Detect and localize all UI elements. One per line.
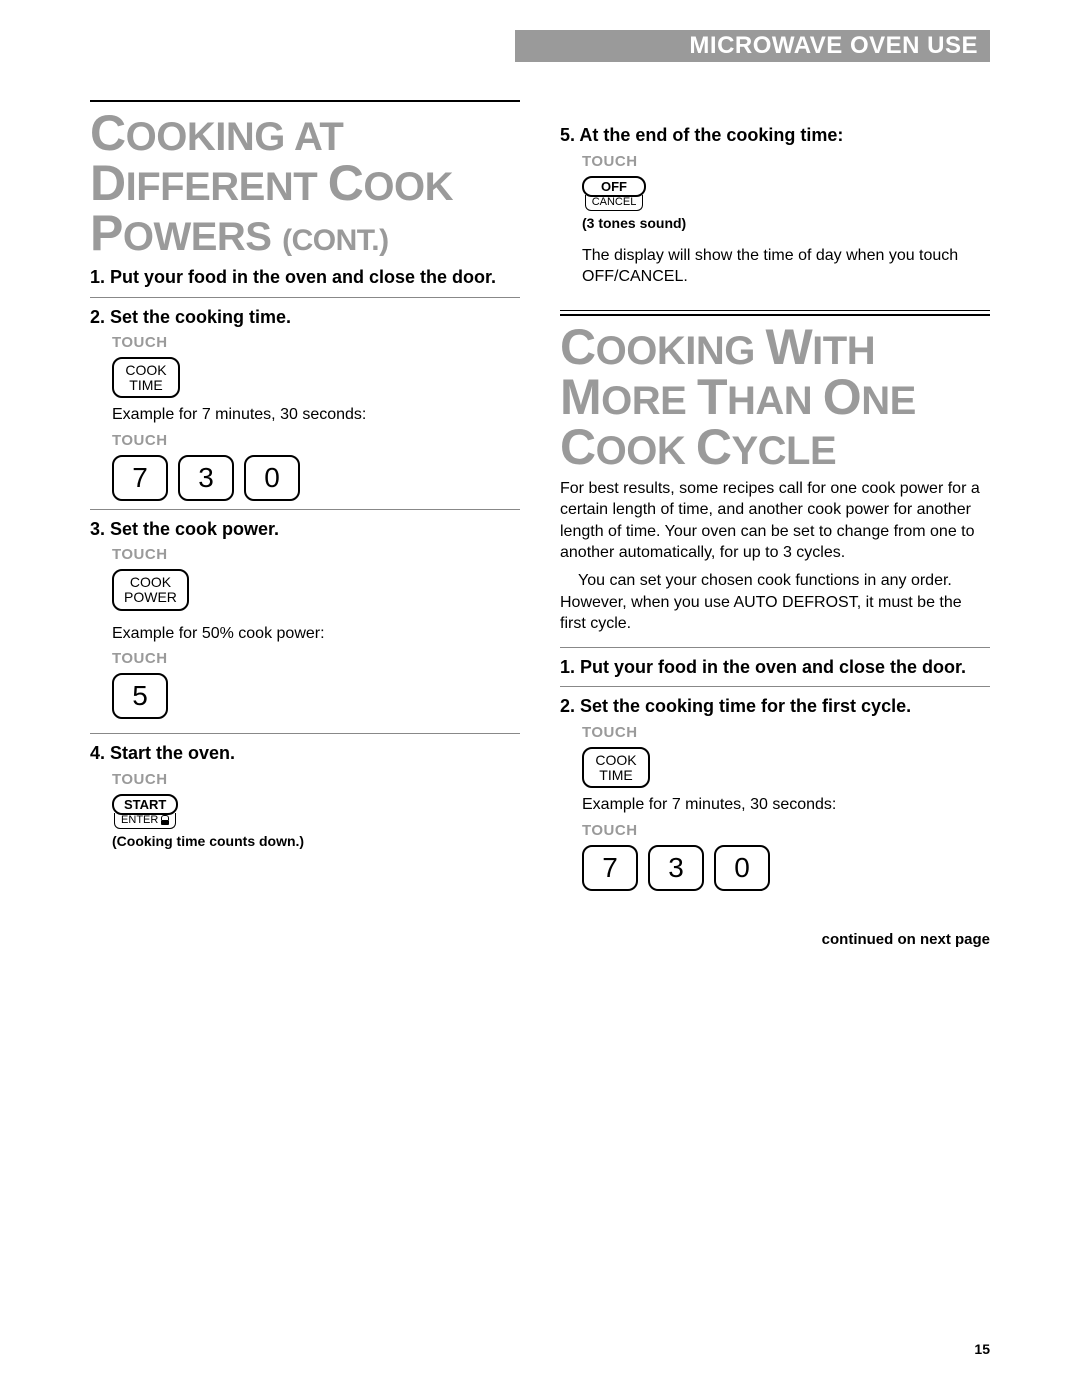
key-5: 5	[112, 673, 168, 719]
example-text: Example for 7 minutes, 30 seconds:	[112, 404, 520, 426]
lock-icon	[161, 815, 169, 825]
rule	[90, 733, 520, 734]
header-text: MICROWAVE OVEN USE	[689, 32, 978, 60]
section-title-2: COOKING WITH MORE THAN ONE COOK CYCLE	[560, 322, 990, 472]
touch-label: TOUCH	[112, 334, 520, 351]
rule	[560, 310, 990, 311]
note: (Cooking time counts down.)	[112, 833, 520, 849]
key-3: 3	[648, 845, 704, 891]
key-0: 0	[714, 845, 770, 891]
touch-label: TOUCH	[582, 724, 990, 741]
example-text: Example for 7 minutes, 30 seconds:	[582, 794, 990, 816]
body-text: The display will show the time of day wh…	[582, 245, 990, 288]
keypad-time: 7 3 0	[112, 455, 520, 501]
step-3: 3. Set the cook power.	[90, 518, 520, 541]
touch-label: TOUCH	[112, 650, 520, 667]
right-column: 5. At the end of the cooking time: TOUCH…	[560, 100, 990, 948]
step-5: 5. At the end of the cooking time:	[560, 124, 990, 147]
keypad-time-2: 7 3 0	[582, 845, 990, 891]
rule	[560, 314, 990, 316]
header-bar: MICROWAVE OVEN USE	[515, 30, 990, 62]
step-2: 2. Set the cooking time.	[90, 306, 520, 329]
key-7: 7	[582, 845, 638, 891]
body-text: For best results, some recipes call for …	[560, 478, 990, 564]
off-cancel-button: OFF CANCEL	[582, 176, 646, 211]
rule	[560, 686, 990, 687]
rule	[90, 297, 520, 298]
key-3: 3	[178, 455, 234, 501]
left-column: COOKING AT DIFFERENT COOK POWERS (CONT.)…	[90, 100, 520, 948]
step-1: 1. Put your food in the oven and close t…	[90, 266, 520, 289]
key-7: 7	[112, 455, 168, 501]
touch-label: TOUCH	[112, 432, 520, 449]
cook-time-button: COOK TIME	[582, 747, 650, 788]
content-columns: COOKING AT DIFFERENT COOK POWERS (CONT.)…	[90, 100, 990, 948]
note: (3 tones sound)	[582, 215, 990, 231]
continued-note: continued on next page	[560, 931, 990, 948]
touch-label: TOUCH	[112, 771, 520, 788]
touch-label: TOUCH	[112, 546, 520, 563]
section-title-1: COOKING AT DIFFERENT COOK POWERS (CONT.)	[90, 108, 520, 258]
key-0: 0	[244, 455, 300, 501]
step-1b: 1. Put your food in the oven and close t…	[560, 656, 990, 679]
keypad-power: 5	[112, 673, 520, 719]
step-4: 4. Start the oven.	[90, 742, 520, 765]
rule	[90, 100, 520, 102]
page-number: 15	[974, 1341, 990, 1357]
touch-label: TOUCH	[582, 822, 990, 839]
example-text: Example for 50% cook power:	[112, 623, 520, 645]
cook-power-button: COOK POWER	[112, 569, 189, 610]
touch-label: TOUCH	[582, 153, 990, 170]
start-button: START ENTER	[112, 794, 178, 829]
rule	[560, 647, 990, 648]
body-text: You can set your chosen cook functions i…	[560, 570, 990, 635]
step-2b: 2. Set the cooking time for the first cy…	[560, 695, 990, 718]
cook-time-button: COOK TIME	[112, 357, 180, 398]
rule	[90, 509, 520, 510]
